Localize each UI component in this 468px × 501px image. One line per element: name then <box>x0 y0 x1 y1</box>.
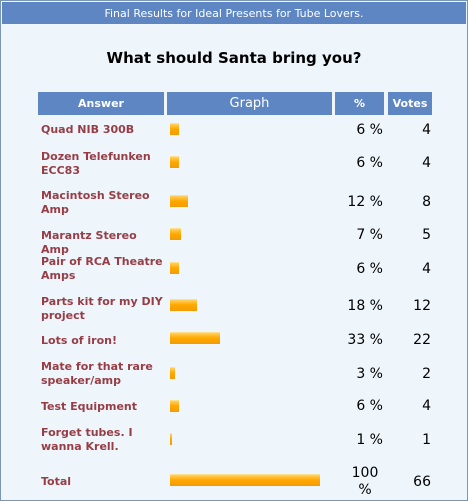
percent-value: 18 % <box>347 298 383 314</box>
percent-value: 1 % <box>356 432 383 448</box>
result-bar <box>170 433 172 445</box>
answer-label: Dozen Telefunken ECC83 <box>41 150 151 177</box>
result-bar <box>170 262 179 274</box>
window-title: Final Results for Ideal Presents for Tub… <box>104 6 364 20</box>
answer-label: Mate for that rare speaker/amp <box>41 360 153 387</box>
column-header-votes: Votes <box>388 92 432 115</box>
result-bar <box>170 228 181 240</box>
answer-label: Parts kit for my DIY project <box>41 295 163 322</box>
result-bar <box>170 156 179 168</box>
votes-value: 5 <box>422 227 431 243</box>
votes-value: 4 <box>422 398 431 414</box>
poll-question: What should Santa bring you? <box>106 49 362 67</box>
answer-label: Pair of RCA Theatre Amps <box>41 255 163 282</box>
answer-label: Lots of iron! <box>41 334 117 347</box>
percent-value: 12 % <box>347 194 383 210</box>
answer-label: Quad NIB 300B <box>41 123 135 136</box>
result-bar <box>170 195 188 207</box>
votes-value: 4 <box>422 122 431 138</box>
percent-value: 33 % <box>347 332 383 348</box>
percent-value: 6 % <box>356 261 383 277</box>
window-title-bar: Final Results for Ideal Presents for Tub… <box>2 2 466 24</box>
percent-value: 6 % <box>356 398 383 414</box>
result-bar <box>170 400 179 412</box>
percent-value: 3 % <box>356 366 383 382</box>
percent-value: 6 % <box>356 155 383 171</box>
answer-label: Macintosh Stereo Amp <box>41 189 150 216</box>
answer-label: Forget tubes. I wanna Krell. <box>41 426 133 453</box>
percent-value: 6 % <box>356 122 383 138</box>
total-label: Total <box>41 475 72 488</box>
percent-value: 7 % <box>356 227 383 243</box>
votes-value: 22 <box>413 332 431 348</box>
total-bar <box>170 474 320 486</box>
votes-value: 4 <box>422 261 431 277</box>
votes-value: 12 <box>413 298 431 314</box>
column-header-graph: Graph <box>167 92 332 115</box>
column-header-answer: Answer <box>38 92 164 115</box>
column-header-percent: % <box>335 92 384 115</box>
result-bar <box>170 123 179 135</box>
answer-label: Test Equipment <box>41 400 138 413</box>
total-votes-value: 66 <box>413 474 431 490</box>
result-bar <box>170 299 197 311</box>
result-bar <box>170 367 175 379</box>
votes-value: 4 <box>422 155 431 171</box>
answer-label: Marantz Stereo Amp <box>41 229 137 256</box>
result-bar <box>170 332 220 344</box>
votes-value: 2 <box>422 366 431 382</box>
total-percent-value: 100 % <box>351 465 379 498</box>
votes-value: 1 <box>422 432 431 448</box>
votes-value: 8 <box>422 194 431 210</box>
